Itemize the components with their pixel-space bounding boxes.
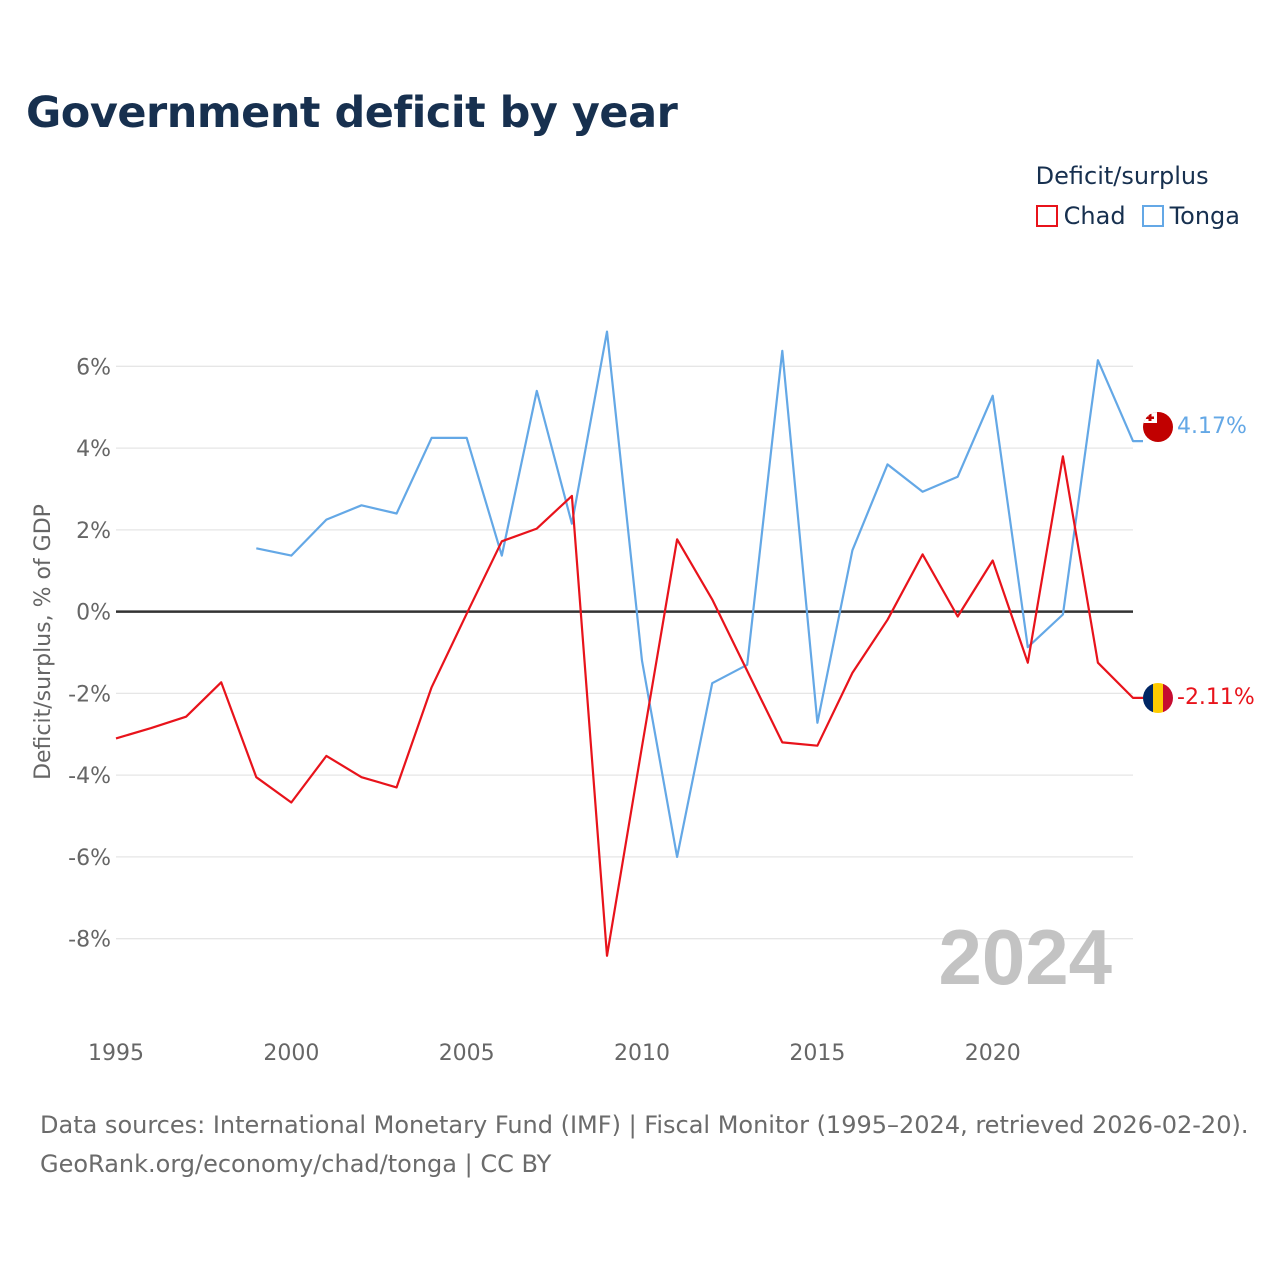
chad-end-label: -2.11% xyxy=(1177,685,1255,710)
tonga-end-label: 4.17% xyxy=(1177,414,1247,439)
y-tick-label: -8% xyxy=(68,928,111,953)
y-tick-label: -6% xyxy=(68,846,111,871)
footer: Data sources: International Monetary Fun… xyxy=(40,1106,1248,1184)
x-tick-label: 1995 xyxy=(88,1041,144,1066)
series-line-tonga[interactable] xyxy=(256,330,1143,859)
x-tick-label: 2015 xyxy=(789,1041,845,1066)
y-tick-label: 4% xyxy=(76,437,111,462)
legend: Deficit/surplus Chad Tonga xyxy=(1035,162,1240,230)
y-tick-label: 0% xyxy=(76,601,111,626)
legend-title: Deficit/surplus xyxy=(1035,162,1209,190)
x-tick-label: 2020 xyxy=(965,1041,1021,1066)
chart-title: Government deficit by year xyxy=(26,88,678,138)
x-tick-label: 2010 xyxy=(614,1041,670,1066)
x-tick-label: 2005 xyxy=(439,1041,495,1066)
y-axis-title: Deficit/surplus, % of GDP xyxy=(31,504,56,780)
source-link[interactable]: GeoRank.org/economy/chad/tonga | CC BY xyxy=(40,1150,552,1178)
watermark-year: 2024 xyxy=(938,913,1112,1001)
legend-swatch-tonga xyxy=(1141,205,1164,227)
legend-swatch-chad xyxy=(1035,205,1058,227)
chad-flag-icon xyxy=(1143,683,1173,713)
y-tick-label: 2% xyxy=(76,519,111,544)
series-line-chad[interactable] xyxy=(115,455,1143,957)
legend-item-tonga[interactable]: Tonga xyxy=(1141,202,1240,230)
legend-label-tonga: Tonga xyxy=(1169,202,1240,230)
legend-item-chad[interactable]: Chad xyxy=(1035,202,1126,230)
y-tick-label: 6% xyxy=(76,355,111,380)
y-tick-label: -2% xyxy=(68,682,111,707)
x-tick-label: 2000 xyxy=(263,1041,319,1066)
tonga-flag-icon xyxy=(1143,412,1173,442)
y-tick-label: -4% xyxy=(68,764,111,789)
data-sources: Data sources: International Monetary Fun… xyxy=(40,1111,1249,1139)
legend-label-chad: Chad xyxy=(1063,202,1126,230)
